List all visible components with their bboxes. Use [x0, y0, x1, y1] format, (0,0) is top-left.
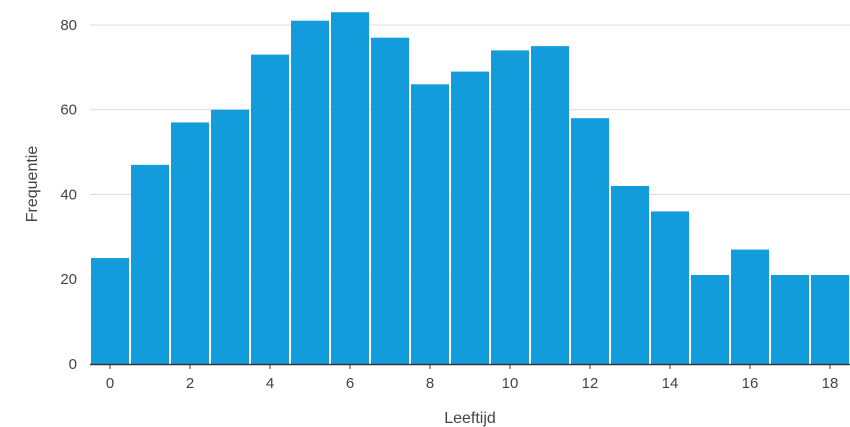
bar-2 [171, 122, 209, 364]
bar-10 [491, 50, 529, 364]
bar-14 [651, 211, 689, 364]
y-tick-label-40: 40 [60, 186, 77, 203]
bar-13 [611, 186, 649, 364]
bar-18 [811, 275, 849, 364]
bar-5 [291, 20, 329, 364]
x-tick-label-4: 4 [266, 375, 274, 392]
x-tick-label-10: 10 [502, 375, 519, 392]
x-tick-label-14: 14 [662, 375, 679, 392]
x-tick-label-6: 6 [346, 375, 354, 392]
y-axis-ticks: 0 20 40 60 80 [60, 17, 77, 373]
bar-16 [731, 249, 769, 364]
y-tick-label-20: 20 [60, 271, 77, 288]
bar-3 [211, 109, 249, 364]
x-tick-label-12: 12 [582, 375, 599, 392]
bar-15 [691, 275, 729, 364]
bar-9 [451, 71, 489, 365]
x-axis-ticks: 0 2 4 6 8 10 12 14 16 18 [106, 364, 839, 392]
bars [91, 12, 849, 365]
x-axis-title: Leeftijd [444, 410, 496, 427]
y-tick-label-60: 60 [60, 102, 77, 119]
bar-7 [371, 37, 409, 365]
y-tick-label-0: 0 [69, 356, 77, 373]
x-tick-label-18: 18 [822, 375, 839, 392]
bar-4 [251, 54, 289, 364]
bar-8 [411, 84, 449, 365]
bar-11 [531, 46, 569, 365]
bar-12 [571, 118, 609, 364]
x-tick-label-2: 2 [186, 375, 194, 392]
x-tick-label-8: 8 [426, 375, 434, 392]
bar-0 [91, 258, 129, 364]
bar-6 [331, 12, 369, 364]
x-tick-label-0: 0 [106, 375, 114, 392]
y-tick-label-80: 80 [60, 17, 77, 34]
bar-17 [771, 275, 809, 364]
y-axis-title: Frequentie [24, 146, 41, 223]
bar-1 [131, 164, 169, 364]
x-tick-label-16: 16 [742, 375, 759, 392]
